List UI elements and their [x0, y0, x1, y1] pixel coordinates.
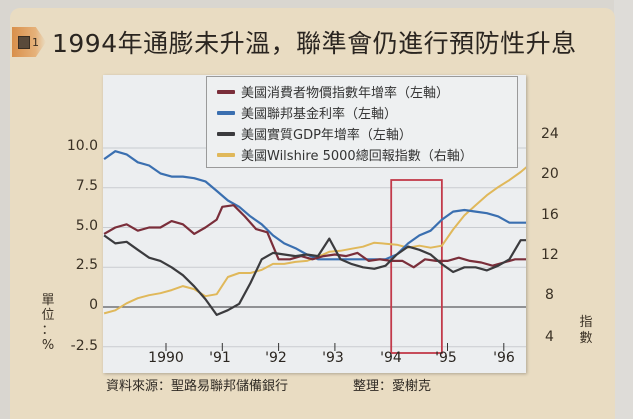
figure-icon [18, 35, 30, 49]
compiler-note: 整理：愛榭克 [353, 379, 432, 394]
x-axis-tick: '95 [435, 350, 457, 366]
background-edge [614, 0, 633, 419]
series-line-1 [103, 150, 526, 261]
left-axis-tick: 10.0 [66, 138, 98, 154]
series-line-3 [103, 166, 526, 315]
unit-char: 數 [579, 331, 593, 346]
legend-item-fed-funds: 美國聯邦基金利率（左軸） [217, 102, 517, 123]
legend-item-gdp: 美國實質GDP年增率（左軸） [217, 123, 517, 144]
chart-title: 1994年通膨未升溫，聯準會仍進行預防性升息 [52, 29, 577, 58]
right-axis-unit: 指 數 [578, 315, 594, 347]
legend-label: 美國實質GDP年增率（左軸） [241, 128, 412, 143]
unit-char: 指 [579, 315, 593, 330]
series-line-2 [103, 234, 526, 316]
right-axis-tick: 12 [541, 247, 559, 263]
unit-char: ： [41, 323, 55, 338]
right-axis-tick: 20 [541, 166, 559, 182]
figure-title-row: 1 1994年通膨未升溫，聯準會仍進行預防性升息 [12, 22, 577, 62]
x-axis-tick: 1990 [148, 350, 184, 366]
left-axis-tick: 0 [89, 297, 98, 313]
left-axis-tick: 7.5 [75, 178, 98, 194]
left-axis-tick: 5.0 [75, 218, 98, 234]
unit-char: 單 [41, 293, 55, 308]
legend-item-wilshire: 美國Wilshire 5000總回報指數（右軸） [217, 144, 517, 165]
figure-number: 1 [32, 35, 39, 49]
x-axis-tick: '94 [380, 350, 402, 366]
source-note: 資料來源：聖路易聯邦儲備銀行 [106, 379, 289, 394]
unit-char: 位 [41, 308, 55, 323]
legend-swatch-icon [217, 89, 235, 94]
left-axis-tick: -2.5 [70, 338, 98, 354]
right-axis-tick: 16 [541, 207, 559, 223]
legend-label: 美國消費者物價指數年增率（左軸） [241, 86, 450, 101]
right-axis-tick: 8 [545, 287, 554, 303]
series-line-0 [103, 204, 526, 269]
legend-item-cpi: 美國消費者物價指數年增率（左軸） [217, 81, 517, 102]
x-axis-tick: '92 [265, 350, 287, 366]
line-chart [103, 147, 526, 354]
x-axis-tick: '96 [493, 350, 515, 366]
unit-char: % [41, 338, 55, 353]
left-axis-tick: 2.5 [75, 257, 98, 273]
right-axis-tick: 4 [545, 329, 554, 345]
left-axis-unit: 單 位 ： % [40, 293, 56, 353]
legend-swatch-icon [217, 152, 235, 157]
chart-legend: 美國消費者物價指數年增率（左軸） 美國聯邦基金利率（左軸） 美國實質GDP年增率… [206, 76, 518, 168]
figure-tag: 1 [12, 27, 46, 57]
legend-swatch-icon [217, 131, 235, 136]
x-axis-tick: '93 [322, 350, 344, 366]
right-axis-tick: 24 [541, 126, 559, 142]
legend-label: 美國聯邦基金利率（左軸） [241, 107, 398, 122]
legend-label: 美國Wilshire 5000總回報指數（右軸） [241, 149, 473, 164]
legend-swatch-icon [217, 110, 235, 115]
x-axis-tick: '91 [209, 350, 231, 366]
